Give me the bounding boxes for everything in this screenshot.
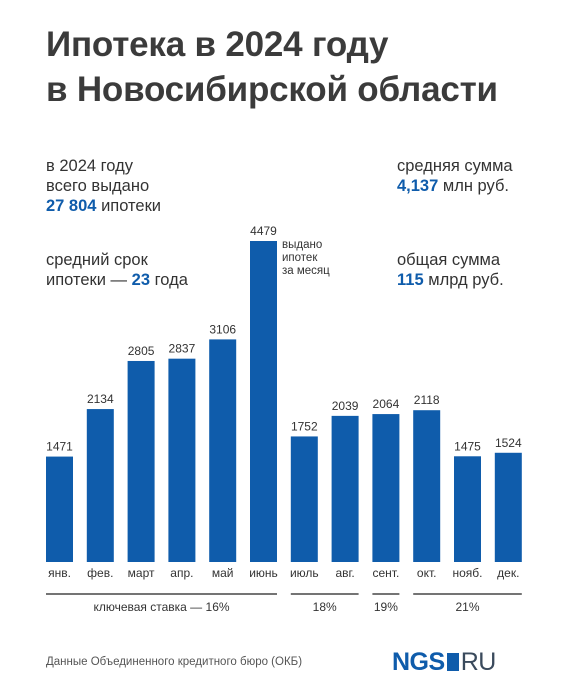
category-label-4: апр. (170, 566, 193, 580)
rate-label-1: ключевая ставка — 16% (93, 600, 229, 614)
stat-avg-value: 4,137 (397, 177, 439, 195)
stat-issued-line2: всего выдано (46, 177, 150, 195)
category-label-2: фев. (87, 566, 113, 580)
category-label-5: май (212, 566, 234, 580)
stat-avg-sum: средняя сумма 4,137 млн руб. (397, 156, 513, 196)
value-label-4: 2837 (169, 342, 196, 356)
logo-separator (446, 653, 459, 671)
stat-term-suffix: года (154, 271, 188, 289)
category-label-3: март (128, 566, 155, 580)
bar-10 (413, 410, 441, 562)
rate-label-2: 18% (313, 600, 337, 614)
bar-2 (86, 409, 114, 562)
stat-total-line1: общая сумма (397, 251, 501, 269)
value-label-6: 4479 (250, 224, 277, 238)
value-label-12: 1524 (495, 436, 522, 450)
category-label-7: июль (290, 566, 319, 580)
bar-9 (372, 414, 400, 562)
page-title: Ипотека в 2024 году в Новосибирской обла… (46, 22, 566, 112)
logo-main: NGS (392, 648, 445, 676)
stat-total-value: 115 (397, 271, 424, 289)
rate-label-4: 21% (455, 600, 479, 614)
value-label-3: 2805 (128, 344, 155, 358)
bar-3 (127, 360, 155, 562)
stat-avg-line1: средняя сумма (397, 157, 513, 175)
stat-total-suffix: млрд руб. (428, 271, 504, 289)
stat-issued-suffix: ипотеки (101, 197, 162, 215)
bar-8 (331, 415, 359, 562)
stat-term-value: 23 (131, 271, 150, 289)
category-label-11: нояб. (452, 566, 482, 580)
stat-term-prefix: ипотеки — (46, 271, 128, 289)
bar-5 (209, 339, 237, 562)
stat-term: средний срок ипотеки — 23 года (46, 250, 188, 290)
category-label-8: авг. (335, 566, 354, 580)
stat-issued-value: 27 804 (46, 197, 97, 215)
stat-avg-suffix: млн руб. (442, 177, 510, 195)
annotation-line-2: ипотек (282, 252, 318, 264)
stat-issued-line1: в 2024 году (46, 157, 133, 175)
value-label-9: 2064 (373, 397, 400, 411)
category-label-6: июнь (249, 566, 278, 580)
category-label-1: янв. (48, 566, 71, 580)
category-label-9: сент. (372, 566, 399, 580)
stat-total-sum: общая сумма 115 млрд руб. (397, 250, 504, 290)
bar-4 (168, 358, 196, 562)
logo-suffix: RU (460, 648, 497, 676)
source-note: Данные Объединенного кредитного бюро (ОК… (46, 656, 303, 668)
ngs-logo: NGS RU (392, 648, 496, 676)
category-label-10: окт. (417, 566, 437, 580)
value-label-2: 2134 (87, 392, 114, 406)
value-label-11: 1475 (454, 439, 481, 453)
rate-label-3: 19% (374, 600, 398, 614)
annotation-line-3: за месяц (282, 265, 330, 277)
bar-1 (46, 456, 73, 562)
title-line-2: в Новосибирской области (46, 70, 498, 109)
title-line-1: Ипотека в 2024 году (46, 25, 389, 64)
annotation-line-1: выдано (282, 239, 322, 251)
value-label-5: 3106 (209, 322, 236, 336)
value-label-7: 1752 (291, 419, 318, 433)
bar-7 (290, 436, 318, 562)
value-label-1: 1471 (46, 440, 73, 454)
value-label-8: 2039 (332, 399, 359, 413)
category-label-12: дек. (497, 566, 519, 580)
bar-12 (494, 452, 522, 562)
bar-6 (250, 241, 277, 562)
value-label-10: 2118 (414, 393, 440, 407)
stat-term-line1: средний срок (46, 251, 148, 269)
stat-issued: в 2024 году всего выдано 27 804 ипотеки (46, 156, 161, 216)
bar-11 (454, 456, 481, 562)
